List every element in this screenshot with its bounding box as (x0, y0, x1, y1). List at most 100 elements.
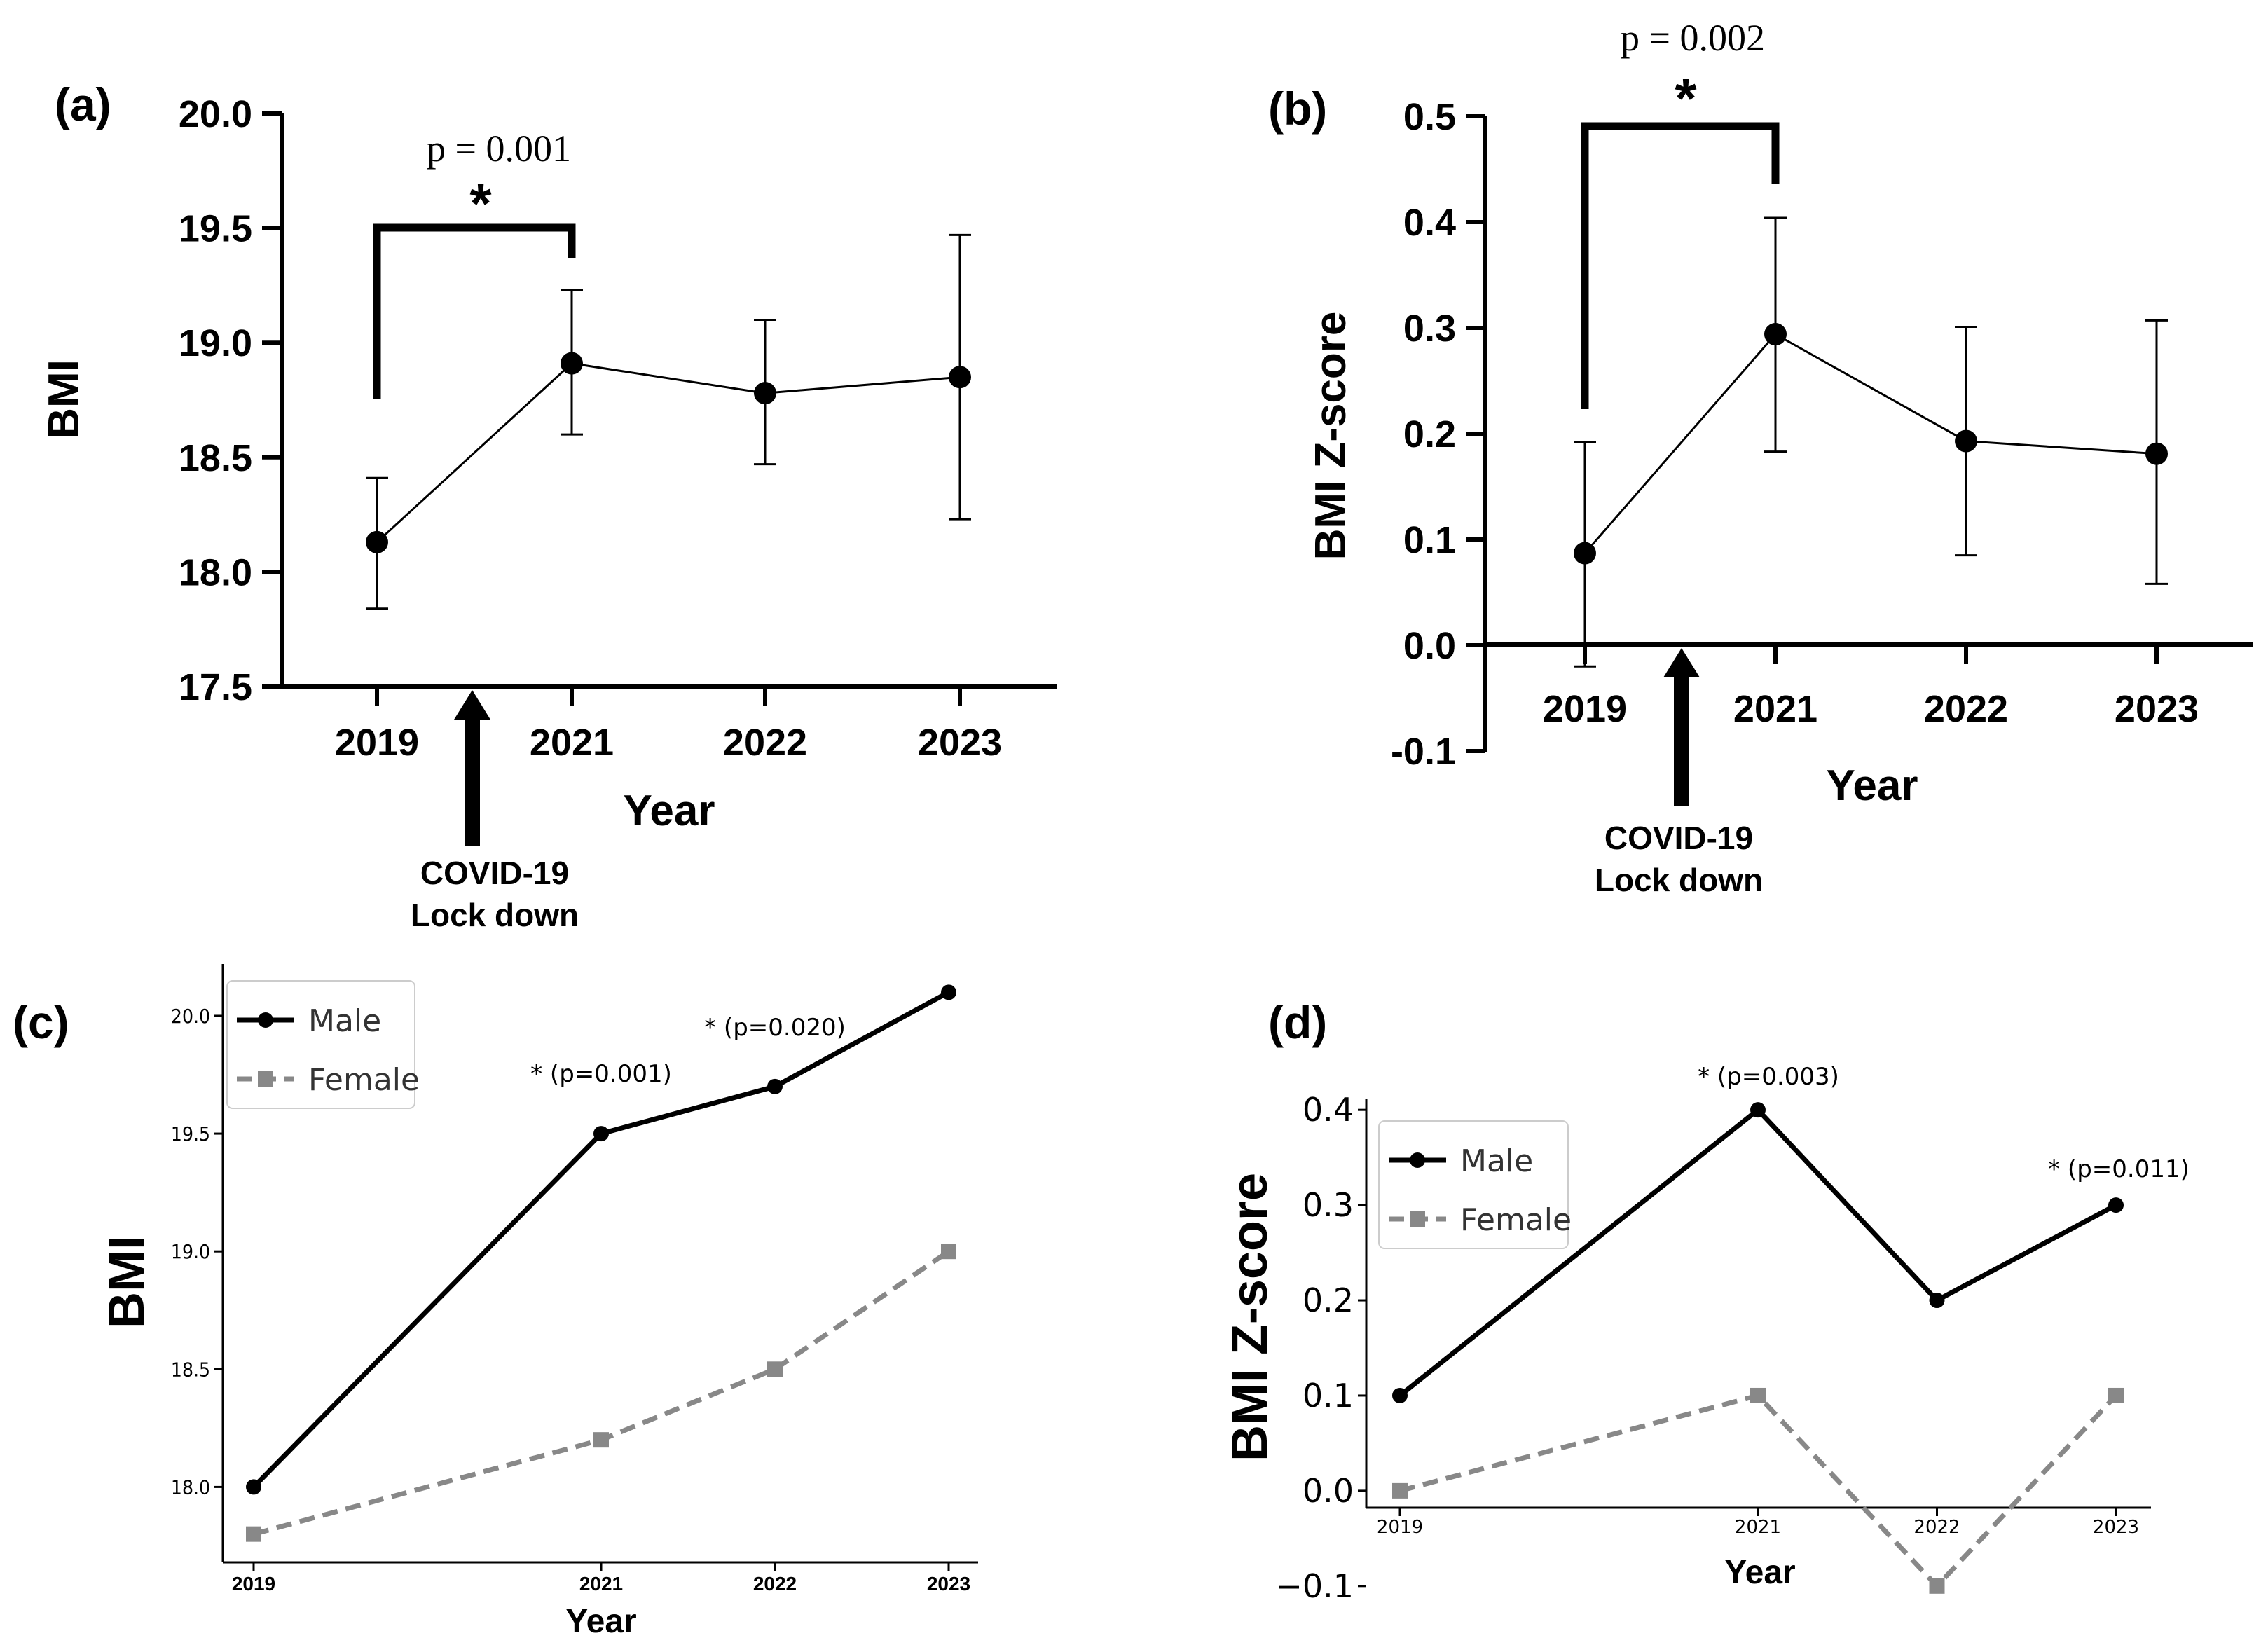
x-tick-label: 2023 (918, 722, 1002, 764)
legend-male-marker (1410, 1152, 1425, 1168)
x-tick-label: 2021 (579, 1573, 623, 1595)
panel-label: (c) (13, 996, 69, 1048)
x-tick-label: 2023 (927, 1573, 970, 1595)
female-data-point (246, 1526, 261, 1542)
female-data-point (1929, 1578, 1945, 1594)
x-tick-label: 2021 (1733, 688, 1817, 730)
y-tick-label: 0.1 (1403, 519, 1456, 561)
female-series-line (1399, 1393, 2118, 1590)
covid-arrow-icon (454, 690, 490, 720)
y-tick-label: 0.0 (1403, 625, 1456, 667)
male-data-point (593, 1126, 609, 1142)
x-tick-label: 2023 (2093, 1517, 2139, 1538)
male-series-line (252, 990, 950, 1489)
x-tick-label: 2021 (1735, 1517, 1781, 1538)
legend-label: Female (308, 1062, 420, 1098)
y-tick-label: 0.3 (1303, 1186, 1354, 1224)
p-value-label: p = 0.002 (1621, 17, 1765, 59)
female-data-point (767, 1361, 783, 1377)
significance-star: * (469, 172, 492, 235)
significance-annotation: * (p=0.020) (704, 1014, 846, 1042)
x-tick-label: 2022 (753, 1573, 797, 1595)
x-tick-label: 2022 (1924, 688, 2008, 730)
data-point (366, 530, 388, 553)
y-tick-label: 19.0 (171, 1240, 210, 1263)
y-tick-label: 18.5 (179, 437, 252, 479)
p-value-label: p = 0.001 (427, 128, 571, 170)
panel-d: (d) 0.0 0.1 0.2 0.3 0.4 −0.1 2019 2021 2022 2023 Ye… (1222, 996, 2190, 1605)
x-tick-label: 2019 (1543, 688, 1627, 730)
y-tick-label: 19.5 (179, 208, 252, 250)
covid-label: Lock down (1595, 862, 1763, 898)
male-data-point (1750, 1102, 1766, 1118)
x-tick-label: 2019 (335, 722, 419, 764)
y-tick-label: 20.0 (171, 1005, 210, 1028)
x-axis-title: Year (565, 1603, 636, 1640)
panel-b: (b) -0.1 0.0 0.1 0.2 0.3 0.4 0.5 2019 2021 2022 202… (1268, 17, 2253, 898)
y-tick-label: −0.1 (1275, 1567, 1354, 1605)
y-tick-label: 0.3 (1403, 308, 1456, 350)
y-tick-label: 0.4 (1303, 1091, 1354, 1129)
panel-label: (a) (55, 78, 111, 130)
y-tick-label: 18.0 (171, 1475, 210, 1499)
panel-c: (c) 18.0 18.5 19.0 19.5 20.0 2019 2021 2022 2023 Y… (13, 964, 978, 1640)
y-axis-title: BMI (99, 1236, 155, 1328)
y-axis-title: BMI Z-score (1222, 1173, 1278, 1461)
female-data-point (2108, 1387, 2124, 1403)
data-point (2145, 442, 2168, 465)
significance-annotation: * (p=0.003) (1698, 1063, 1839, 1091)
significance-annotation: * (p=0.011) (2048, 1155, 2190, 1183)
male-data-point (941, 984, 956, 1000)
female-data-point (1750, 1387, 1766, 1403)
covid-label: COVID-19 (420, 855, 569, 891)
covid-arrow-shaft (465, 718, 480, 846)
x-tick-label: 2021 (530, 722, 614, 764)
y-tick-label: 0.4 (1403, 202, 1456, 244)
legend-label: Male (308, 1003, 381, 1039)
y-axis-title: BMI Z-score (1307, 312, 1355, 560)
x-axis-title: Year (1826, 762, 1918, 810)
female-data-point (593, 1432, 609, 1448)
male-data-point (2108, 1197, 2124, 1213)
covid-arrow-shaft (1674, 676, 1689, 806)
x-tick-label: 2022 (723, 722, 807, 764)
covid-arrow-icon (1663, 648, 1700, 677)
y-tick-label: 17.5 (179, 666, 252, 708)
y-tick-label: 18.0 (179, 551, 252, 593)
data-point (1574, 542, 1596, 565)
series-line (376, 362, 961, 543)
female-data-point (1392, 1482, 1408, 1499)
y-tick-label: 19.0 (179, 322, 252, 364)
data-point (754, 382, 776, 405)
y-tick-label: 0.5 (1403, 96, 1456, 138)
data-point (1955, 429, 1977, 453)
panel-label: (d) (1268, 996, 1327, 1048)
data-point (949, 366, 971, 389)
y-tick-label: 20.0 (179, 93, 252, 135)
covid-label: COVID-19 (1604, 820, 1753, 856)
significance-annotation: * (p=0.001) (530, 1060, 672, 1088)
y-tick-label: -0.1 (1391, 731, 1456, 773)
x-tick-label: 2022 (1913, 1517, 1960, 1538)
legend-male-marker (258, 1012, 273, 1028)
male-series-line (1398, 1106, 2117, 1398)
significance-star: * (1675, 67, 1697, 130)
x-tick-label: 2023 (2115, 688, 2199, 730)
female-series-line (253, 1249, 950, 1537)
significance-bracket (1581, 122, 1780, 409)
male-data-point (1392, 1387, 1408, 1403)
legend-label: Female (1460, 1202, 1572, 1238)
data-point (1764, 323, 1787, 346)
male-data-point (1929, 1293, 1945, 1309)
y-axis-title: BMI (40, 359, 88, 439)
panel-a: (a) 17.5 18.0 18.5 19.0 19.5 20.0 2019 2021 2022 2… (40, 78, 1057, 933)
y-tick-label: 19.5 (171, 1122, 210, 1145)
data-point (561, 352, 583, 375)
covid-label: Lock down (411, 897, 579, 933)
significance-bracket (373, 223, 576, 399)
legend-female-marker (258, 1071, 273, 1087)
y-tick-label: 0.0 (1303, 1472, 1354, 1510)
x-axis-title: Year (623, 787, 715, 835)
x-axis-title: Year (1724, 1554, 1795, 1591)
